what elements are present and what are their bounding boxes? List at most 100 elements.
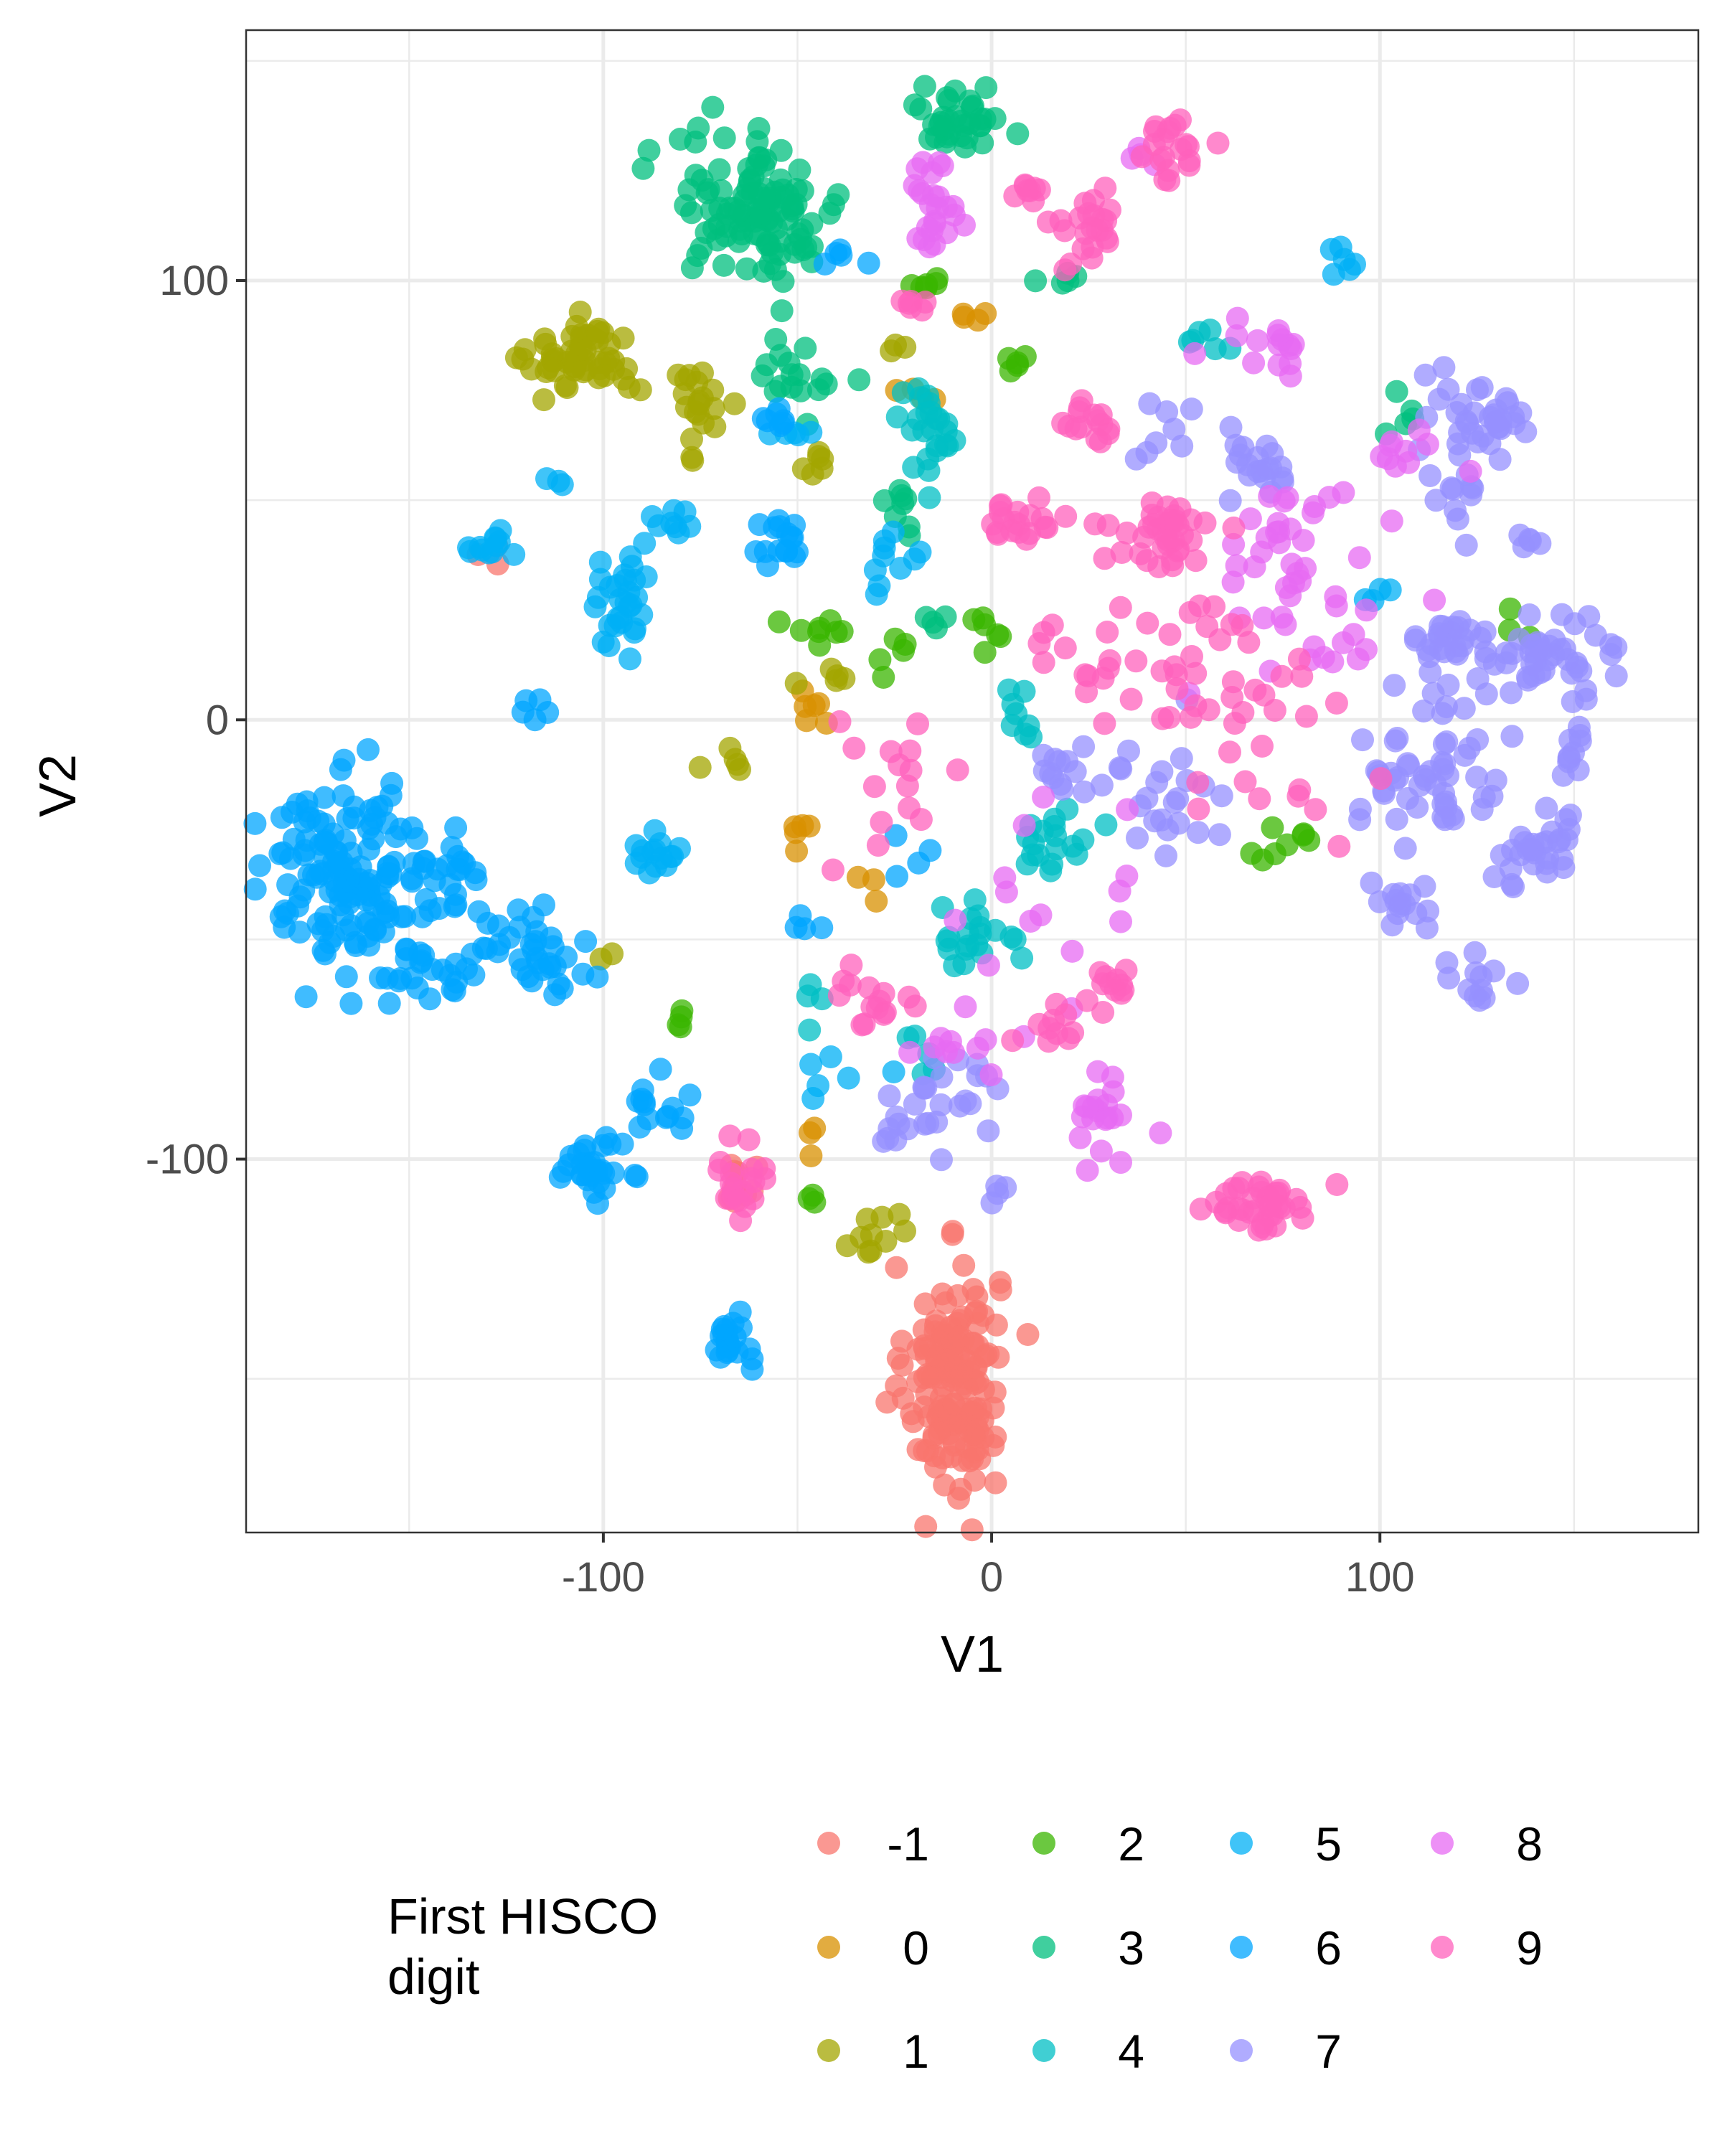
data-point	[638, 861, 662, 885]
data-point	[1466, 728, 1490, 751]
data-point	[1060, 939, 1084, 963]
axis-ticks: -100 0 100 -100 0 100	[146, 258, 1415, 1601]
legend-swatch	[1431, 1832, 1454, 1855]
data-point	[294, 985, 318, 1009]
data-point	[1166, 787, 1190, 811]
data-point	[857, 251, 880, 275]
data-point	[715, 215, 739, 238]
data-point	[753, 540, 777, 563]
data-point	[1010, 946, 1034, 970]
data-point	[615, 357, 639, 380]
data-point	[1412, 700, 1436, 722]
data-point	[1057, 1027, 1081, 1050]
data-point	[1189, 1197, 1213, 1221]
y-axis-label: V2	[29, 754, 87, 817]
data-point	[913, 1439, 936, 1463]
data-point	[553, 374, 577, 397]
data-point	[980, 1191, 1004, 1215]
data-point	[1218, 489, 1242, 512]
data-point	[921, 611, 945, 634]
data-point	[727, 199, 751, 223]
data-point	[944, 908, 967, 932]
data-point	[1380, 509, 1403, 533]
data-point	[1109, 982, 1133, 1005]
data-point	[1096, 656, 1120, 680]
data-point	[943, 429, 966, 452]
data-point	[768, 515, 791, 539]
data-point	[1248, 787, 1271, 811]
legend: First HISCO digit -1 0 1 2 3 4 5 6 7 8 9	[387, 1817, 1543, 2078]
data-point	[377, 855, 400, 878]
data-point	[860, 995, 884, 1019]
data-point	[489, 519, 512, 542]
data-point	[313, 786, 336, 809]
data-point	[1569, 659, 1593, 683]
data-point	[712, 253, 735, 277]
data-point	[901, 1410, 925, 1434]
legend-swatch	[1431, 1936, 1454, 1959]
data-point	[674, 194, 697, 217]
legend-item: 4	[1032, 2025, 1144, 2078]
data-point	[832, 969, 855, 993]
data-point	[1071, 237, 1095, 260]
data-point	[828, 238, 852, 262]
data-point	[1279, 364, 1302, 388]
data-point	[1094, 813, 1118, 837]
data-point	[486, 940, 509, 964]
data-point	[243, 877, 267, 901]
data-point	[1208, 823, 1231, 847]
data-point	[1398, 883, 1422, 907]
legend-swatch	[817, 1832, 840, 1855]
legend-swatch	[1032, 1832, 1055, 1855]
plot-border	[245, 29, 1700, 1534]
data-point	[1231, 613, 1254, 637]
data-point	[913, 75, 936, 98]
data-point	[974, 1028, 997, 1052]
data-point	[634, 565, 658, 588]
data-point	[1270, 664, 1294, 688]
legend-items: -1 0 1 2 3 4 5 6 7 8 9	[817, 1817, 1543, 2078]
data-point	[966, 1418, 989, 1442]
data-point	[705, 1338, 728, 1362]
data-point	[915, 1383, 938, 1406]
data-point	[1032, 786, 1055, 809]
data-point	[1347, 546, 1371, 570]
data-point	[799, 420, 823, 444]
data-point	[1418, 464, 1442, 487]
data-point	[1110, 541, 1134, 564]
data-point	[789, 618, 813, 642]
data-point	[1261, 816, 1284, 839]
data-point	[929, 1093, 953, 1116]
data-point	[764, 328, 788, 351]
data-point	[669, 1005, 693, 1029]
data-point	[1158, 623, 1182, 646]
data-point	[983, 107, 1007, 131]
data-point	[1090, 773, 1114, 797]
data-point	[687, 116, 710, 140]
data-point	[1109, 1151, 1132, 1174]
data-point	[1218, 740, 1241, 764]
data-point	[799, 1053, 823, 1076]
data-point	[1039, 762, 1063, 785]
data-point	[913, 1112, 936, 1136]
data-point	[1294, 557, 1317, 580]
data-point	[690, 237, 713, 260]
data-point	[1472, 986, 1496, 1009]
data-point	[703, 415, 727, 438]
data-point	[898, 1040, 922, 1064]
data-point	[783, 815, 806, 839]
data-point	[902, 456, 926, 479]
data-point	[1163, 113, 1187, 137]
data-point	[1116, 798, 1139, 822]
data-point	[1294, 705, 1318, 728]
data-point	[801, 1087, 825, 1110]
data-point	[643, 819, 667, 842]
data-point	[270, 806, 293, 829]
data-point	[989, 1278, 1012, 1301]
data-point	[928, 151, 951, 174]
data-point	[1070, 389, 1093, 413]
data-point	[807, 620, 830, 644]
data-point	[1170, 434, 1194, 458]
data-point	[339, 992, 363, 1015]
data-point	[785, 839, 809, 863]
